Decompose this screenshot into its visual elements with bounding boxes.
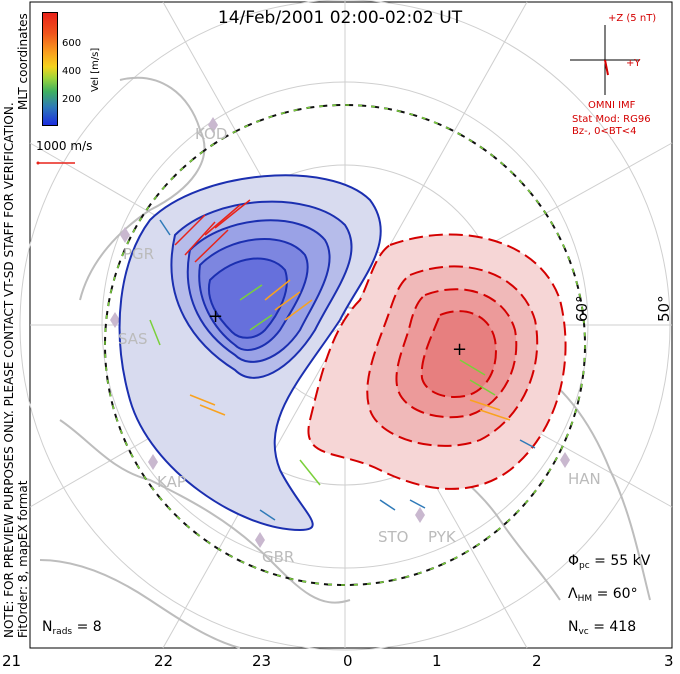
mlt-label-1: 1 — [432, 652, 442, 670]
latitude-label-60: 60° — [573, 295, 591, 322]
colorbar-tick-600: 600 — [62, 38, 82, 49]
negative-potential-cell — [118, 174, 382, 532]
map-title: 14/Feb/2001 02:00-02:02 UT — [217, 8, 463, 28]
station-gbr: GBR — [262, 548, 295, 566]
cross-polar-potential: Φpc = 55 kV — [568, 553, 651, 571]
hm-boundary-green — [104, 104, 586, 586]
colorbar-tick-400: 400 — [62, 66, 82, 77]
imf-y-label: +Y — [626, 58, 641, 69]
mlt-label-22: 22 — [154, 652, 174, 670]
imf-z-label: +Z (5 nT) — [608, 13, 657, 24]
velocity-colorbar — [42, 12, 58, 126]
positive-cell-center: + — [452, 339, 467, 360]
station-pyk: PYK — [428, 528, 456, 546]
radar-count: Nrads = 8 — [42, 619, 102, 637]
imf-vector — [604, 59, 609, 76]
negative-cell-center: + — [208, 306, 223, 327]
imf-source: OMNI IMF — [588, 100, 636, 111]
colorbar-label: Vel [m/s] — [90, 47, 101, 92]
colorbar-tick-200: 200 — [62, 94, 82, 105]
mlt-label-23: 23 — [252, 652, 272, 670]
station-han: HAN — [568, 470, 601, 488]
station-pgr: PGR — [123, 245, 155, 263]
station-kod: KOD — [195, 125, 228, 143]
station-sas: SAS — [118, 330, 148, 348]
coordinate-label: MLT coordinates — [16, 13, 30, 110]
station-sto: STO — [378, 528, 409, 546]
positive-potential-cell — [307, 233, 567, 490]
mlt-label-21: 21 — [2, 652, 22, 670]
scale-vector-label: 1000 m/s — [36, 139, 93, 153]
station-kap: KAP — [157, 473, 186, 491]
mlt-label-2: 2 — [532, 652, 542, 670]
mlt-label-3: 3 — [664, 652, 674, 670]
velocity-vectors — [149, 199, 536, 521]
station-markers — [110, 117, 570, 548]
hm-latitude: ΛHM = 60° — [568, 586, 638, 604]
mlt-label-0: 0 — [343, 652, 353, 670]
fit-order-label: FitOrder: 8, mapEX format — [16, 480, 30, 638]
preview-note: NOTE: FOR PREVIEW PURPOSES ONLY. PLEASE … — [2, 102, 16, 638]
stat-model: Stat Mod: RG96 — [572, 114, 651, 125]
vector-count: Nvc = 418 — [568, 619, 637, 637]
latitude-label-50: 50° — [655, 295, 673, 322]
imf-condition: Bz-, 0<BT<4 — [572, 126, 637, 137]
